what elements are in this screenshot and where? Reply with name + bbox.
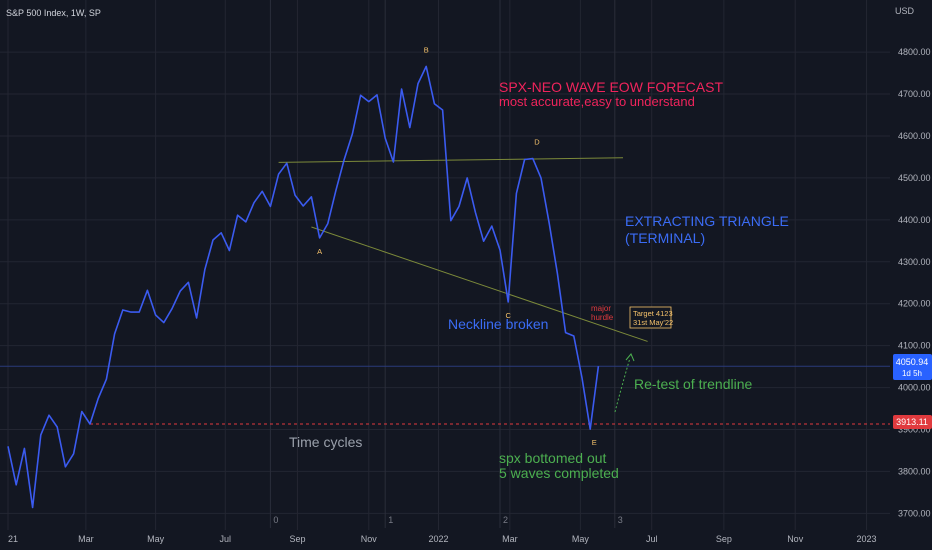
cycle-marker-label: 0 [273, 515, 278, 525]
retest-arrow-head [625, 353, 635, 362]
target-note-2: 31st May'22 [633, 318, 673, 327]
y-tick-label: 4500.00 [898, 173, 931, 183]
x-tick-label: 21 [8, 534, 18, 544]
axes[interactable]: 3700.00 3800.00 3900.00 4000.00 4100.00 4200.… [8, 47, 931, 544]
x-tick-label: Mar [78, 534, 94, 544]
neckline-note: Neckline broken [448, 316, 548, 332]
trendlines[interactable] [278, 157, 648, 342]
cycle-marker-label: 2 [503, 515, 508, 525]
currency-label: USD [895, 6, 915, 16]
x-tick-label: Jul [646, 534, 658, 544]
hurdle-note-2: hurdle [591, 313, 614, 322]
annotation-layer: SPX-NEO WAVE EOW FORECAST most accurate,… [289, 79, 789, 481]
price-series-line [7, 65, 600, 509]
y-tick-label: 4200.00 [898, 299, 931, 309]
bottom-note-2: 5 waves completed [499, 465, 619, 481]
y-tick-label: 3800.00 [898, 466, 931, 476]
y-tick-label: 4600.00 [898, 131, 931, 141]
last-price-value: 4050.94 [896, 357, 929, 367]
x-tick-label: Jul [220, 534, 232, 544]
x-tick-label: 2023 [857, 534, 877, 544]
y-tick-label: 4000.00 [898, 383, 931, 393]
triangle-title: EXTRACTING TRIANGLE [625, 213, 789, 229]
symbol-legend[interactable]: S&P 500 Index, 1W, SP [6, 8, 101, 18]
wave-label-d: D [534, 138, 540, 147]
wave-labels: A B C D E [317, 45, 597, 447]
x-tick-label: 2022 [428, 534, 448, 544]
y-tick-label: 4400.00 [898, 215, 931, 225]
x-tick-label: Sep [716, 534, 732, 544]
y-tick-label: 4700.00 [898, 89, 931, 99]
cycle-markers: 0 1 2 3 [269, 0, 623, 528]
last-price-countdown: 1d 5h [902, 369, 922, 378]
y-tick-label: 3900.00 [898, 424, 931, 434]
bottom-note-1: spx bottomed out [499, 450, 607, 466]
x-tick-label: Nov [787, 534, 804, 544]
time-cycles-note: Time cycles [289, 434, 362, 450]
x-tick-label: Nov [361, 534, 378, 544]
target-box [629, 306, 672, 329]
wave-label-a: A [317, 247, 322, 256]
x-tick-label: Mar [502, 534, 518, 544]
y-tick-label: 4800.00 [898, 47, 931, 57]
cycle-marker-label: 3 [618, 515, 623, 525]
trendline-upper[interactable] [278, 157, 624, 163]
forecast-subhead: most accurate,easy to understand [499, 94, 695, 109]
wave-label-c: C [505, 311, 511, 320]
series-layer [0, 65, 890, 509]
hurdle-note-1: major [591, 304, 611, 313]
target-note-1: Target 4123 [633, 309, 673, 318]
triangle-subtitle: (TERMINAL) [625, 230, 705, 246]
forecast-headline: SPX-NEO WAVE EOW FORECAST [499, 79, 723, 95]
trendline-lower[interactable] [311, 226, 648, 342]
wave-label-b: B [424, 45, 429, 54]
x-tick-label: May [147, 534, 165, 544]
wave-label-e: E [592, 438, 597, 447]
x-tick-label: Sep [289, 534, 305, 544]
support-price-badge [893, 415, 932, 429]
cycle-marker-label: 1 [388, 515, 393, 525]
retest-arrow [614, 357, 631, 413]
y-tick-label: 4100.00 [898, 341, 931, 351]
last-price-badge [893, 354, 932, 380]
price-badges: 4050.94 1d 5h 3913.11 [893, 354, 932, 429]
y-tick-label: 4300.00 [898, 257, 931, 267]
retest-note: Re-test of trendline [634, 376, 752, 392]
grid-layer [0, 0, 890, 530]
support-price-value: 3913.11 [896, 417, 928, 427]
x-tick-label: May [572, 534, 590, 544]
y-tick-label: 3700.00 [898, 508, 931, 518]
